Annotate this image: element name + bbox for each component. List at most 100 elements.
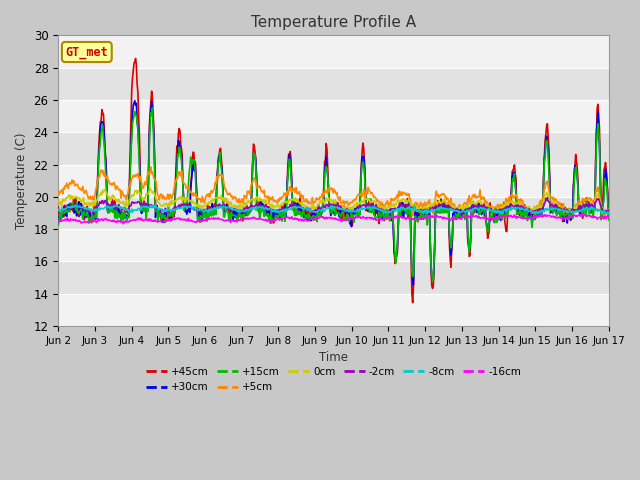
0cm bbox=[65, 193, 72, 199]
+30cm bbox=[54, 219, 62, 225]
+5cm bbox=[121, 193, 129, 199]
+5cm bbox=[54, 189, 62, 195]
-2cm bbox=[178, 201, 186, 207]
-16cm bbox=[120, 221, 127, 227]
0cm bbox=[207, 200, 214, 206]
Bar bbox=[58, 229, 609, 262]
+5cm bbox=[605, 209, 612, 215]
+5cm bbox=[601, 214, 609, 220]
-16cm bbox=[417, 216, 425, 222]
-16cm bbox=[122, 218, 129, 224]
-8cm bbox=[54, 207, 62, 213]
Bar bbox=[58, 100, 609, 132]
-2cm bbox=[90, 212, 97, 218]
Line: +30cm: +30cm bbox=[58, 101, 609, 285]
Line: 0cm: 0cm bbox=[58, 188, 609, 213]
+15cm bbox=[54, 222, 62, 228]
Title: Temperature Profile A: Temperature Profile A bbox=[251, 15, 416, 30]
Line: +15cm: +15cm bbox=[58, 108, 609, 282]
+30cm bbox=[207, 209, 214, 215]
-2cm bbox=[543, 195, 551, 201]
Text: GT_met: GT_met bbox=[65, 46, 108, 59]
+45cm bbox=[132, 56, 140, 61]
X-axis label: Time: Time bbox=[319, 351, 348, 364]
-8cm bbox=[401, 207, 409, 213]
-8cm bbox=[65, 204, 72, 210]
+45cm bbox=[178, 146, 186, 152]
+15cm bbox=[148, 105, 156, 111]
-16cm bbox=[605, 214, 612, 219]
+5cm bbox=[207, 190, 214, 196]
0cm bbox=[147, 185, 154, 191]
0cm bbox=[527, 210, 535, 216]
Bar bbox=[58, 132, 609, 165]
-2cm bbox=[207, 204, 214, 210]
-8cm bbox=[605, 211, 612, 216]
0cm bbox=[178, 193, 186, 199]
0cm bbox=[417, 208, 425, 214]
+15cm bbox=[121, 209, 129, 215]
+30cm bbox=[605, 215, 612, 221]
+15cm bbox=[207, 204, 214, 210]
+45cm bbox=[207, 206, 214, 212]
-2cm bbox=[417, 207, 425, 213]
-16cm bbox=[401, 215, 409, 221]
Bar bbox=[58, 36, 609, 68]
-8cm bbox=[207, 206, 214, 212]
+45cm bbox=[409, 300, 417, 306]
+30cm bbox=[178, 152, 186, 157]
Line: +5cm: +5cm bbox=[58, 167, 609, 217]
+5cm bbox=[401, 191, 409, 196]
-16cm bbox=[207, 216, 214, 222]
+30cm bbox=[410, 282, 417, 288]
Bar bbox=[58, 197, 609, 229]
+45cm bbox=[605, 205, 612, 211]
Bar bbox=[58, 262, 609, 294]
0cm bbox=[605, 206, 612, 212]
-8cm bbox=[121, 205, 129, 211]
+30cm bbox=[131, 98, 139, 104]
-2cm bbox=[122, 206, 129, 212]
+15cm bbox=[417, 206, 425, 212]
-16cm bbox=[54, 219, 62, 225]
-8cm bbox=[417, 208, 425, 214]
+30cm bbox=[401, 209, 409, 215]
+5cm bbox=[65, 186, 72, 192]
+45cm bbox=[418, 208, 426, 214]
-2cm bbox=[65, 204, 72, 210]
Line: -2cm: -2cm bbox=[58, 198, 609, 215]
-16cm bbox=[580, 211, 588, 217]
+30cm bbox=[121, 215, 129, 221]
+45cm bbox=[54, 204, 62, 210]
-16cm bbox=[65, 217, 72, 223]
Legend: +45cm, +30cm, +15cm, +5cm, 0cm, -2cm, -8cm, -16cm: +45cm, +30cm, +15cm, +5cm, 0cm, -2cm, -8… bbox=[142, 363, 525, 396]
+15cm bbox=[65, 209, 72, 215]
-8cm bbox=[152, 202, 159, 208]
+5cm bbox=[417, 200, 425, 206]
+45cm bbox=[401, 205, 409, 211]
Line: -16cm: -16cm bbox=[58, 214, 609, 224]
Bar bbox=[58, 294, 609, 326]
-16cm bbox=[178, 217, 186, 223]
0cm bbox=[121, 204, 129, 209]
Y-axis label: Temperature (C): Temperature (C) bbox=[15, 132, 28, 229]
Line: -8cm: -8cm bbox=[58, 205, 609, 214]
-2cm bbox=[401, 203, 409, 208]
+15cm bbox=[401, 207, 409, 213]
+15cm bbox=[429, 279, 436, 285]
Line: +45cm: +45cm bbox=[58, 59, 609, 303]
+15cm bbox=[605, 217, 612, 223]
+30cm bbox=[418, 212, 426, 218]
+5cm bbox=[178, 168, 186, 174]
+15cm bbox=[178, 159, 186, 165]
Bar bbox=[58, 68, 609, 100]
+45cm bbox=[121, 206, 129, 212]
Bar bbox=[58, 165, 609, 197]
+45cm bbox=[65, 204, 72, 210]
+5cm bbox=[147, 164, 155, 170]
-8cm bbox=[498, 211, 506, 217]
-2cm bbox=[605, 207, 612, 213]
0cm bbox=[54, 197, 62, 203]
0cm bbox=[401, 199, 409, 204]
-2cm bbox=[54, 207, 62, 213]
